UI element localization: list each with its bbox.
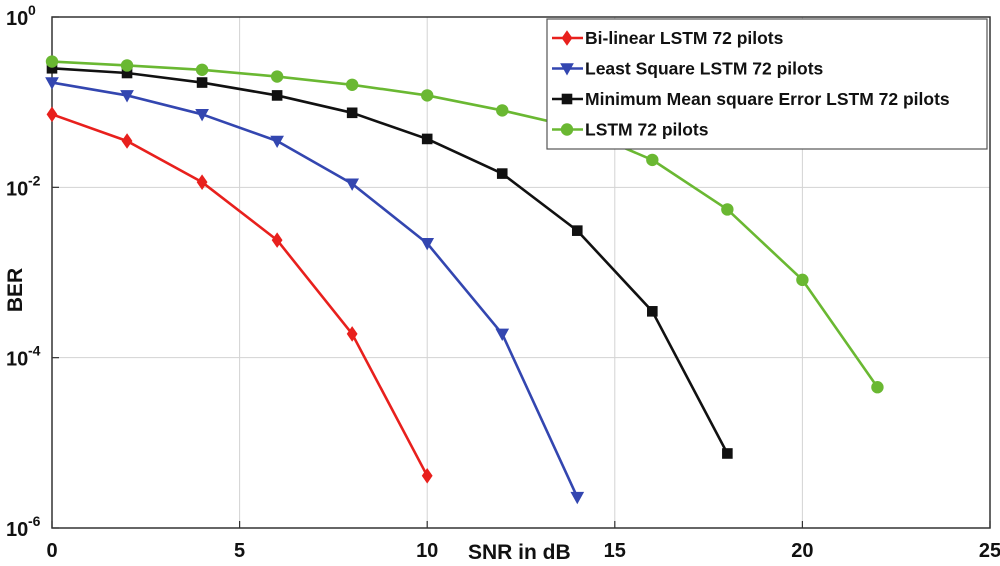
data-point-triangle-down	[120, 90, 134, 103]
data-point-triangle-down	[195, 109, 209, 122]
y-tick-label: 10 -4	[6, 343, 41, 371]
data-point-triangle-down	[570, 491, 585, 505]
legend-entry: LSTM 72 pilots	[552, 120, 709, 140]
x-tick-label: 10	[416, 540, 438, 562]
data-point-circle	[646, 153, 659, 167]
legend-label: Least Square LSTM 72 pilots	[585, 59, 824, 79]
y-tick-exponent: -2	[28, 172, 41, 188]
data-point-circle	[871, 381, 884, 394]
legend-entry: Bi-linear LSTM 72 pilots	[552, 28, 784, 48]
data-point-square	[271, 90, 283, 101]
y-tick-label: 10 -2	[6, 172, 41, 200]
data-point-circle	[120, 59, 134, 72]
data-point-square	[571, 225, 583, 236]
x-tick-label: 25	[979, 540, 1000, 562]
data-point-triangle-down	[45, 77, 59, 90]
x-tick-label: 5	[234, 540, 245, 562]
series-4	[45, 55, 884, 394]
legend-label: LSTM 72 pilots	[585, 120, 709, 140]
y-tick-exponent: -4	[28, 343, 41, 359]
legend-label: Minimum Mean square Error LSTM 72 pilots	[585, 89, 950, 109]
data-point-circle	[421, 89, 434, 102]
data-point-circle	[496, 104, 509, 117]
data-point-circle	[270, 70, 284, 83]
data-point-diamond	[421, 468, 433, 484]
y-tick-base: 10	[6, 8, 28, 30]
data-point-triangle-down	[345, 178, 360, 191]
series-layer	[45, 55, 884, 505]
data-point-square	[722, 448, 733, 459]
legend-entry: Minimum Mean square Error LSTM 72 pilots	[552, 89, 950, 109]
data-point-diamond	[196, 174, 208, 190]
y-tick-base: 10	[6, 349, 28, 371]
legend-label: Bi-linear LSTM 72 pilots	[585, 28, 784, 48]
x-tick-label: 15	[604, 540, 626, 562]
x-axis-label: SNR in dB	[468, 541, 571, 564]
series-2	[45, 77, 585, 505]
x-tick-label: 0	[46, 540, 57, 562]
y-tick-label: 10 -6	[6, 513, 41, 541]
x-tick-label: 20	[791, 540, 813, 562]
data-point-square	[496, 168, 508, 179]
series-line	[51, 81, 579, 498]
series-3	[46, 62, 733, 459]
data-point-triangle-down	[560, 63, 574, 76]
data-point-diamond	[346, 326, 358, 342]
data-point-square	[561, 93, 573, 105]
data-point-circle	[345, 78, 359, 91]
y-tick-label: 10 0	[6, 2, 36, 30]
y-tick-base: 10	[6, 519, 28, 541]
data-point-triangle-down	[495, 328, 510, 341]
data-point-circle	[796, 273, 809, 287]
series-line	[51, 60, 879, 388]
data-point-square	[346, 107, 358, 119]
data-point-square	[196, 77, 208, 88]
data-point-circle	[45, 55, 59, 68]
legend-box	[546, 18, 988, 150]
data-point-square	[421, 133, 433, 145]
series-1	[46, 106, 433, 484]
y-tick-exponent: 0	[28, 2, 36, 18]
plot-frame	[51, 16, 991, 529]
data-point-diamond	[121, 133, 133, 149]
data-point-circle	[721, 203, 734, 216]
series-line	[51, 66, 729, 455]
series-line	[51, 113, 429, 477]
legend-entry: Least Square LSTM 72 pilots	[552, 59, 824, 79]
data-point-diamond	[271, 232, 283, 248]
data-point-diamond	[46, 106, 58, 123]
y-tick-exponent: -6	[28, 513, 41, 529]
legend: Bi-linear LSTM 72 pilots Least Square LST…	[546, 18, 988, 150]
y-tick-base: 10	[6, 178, 28, 200]
data-point-diamond	[561, 30, 573, 46]
data-point-triangle-down	[270, 135, 284, 149]
data-point-triangle-down	[420, 238, 435, 251]
y-axis-label: BER	[4, 268, 27, 312]
data-point-circle	[560, 123, 574, 136]
data-point-square	[647, 306, 658, 317]
data-point-circle	[195, 63, 209, 76]
